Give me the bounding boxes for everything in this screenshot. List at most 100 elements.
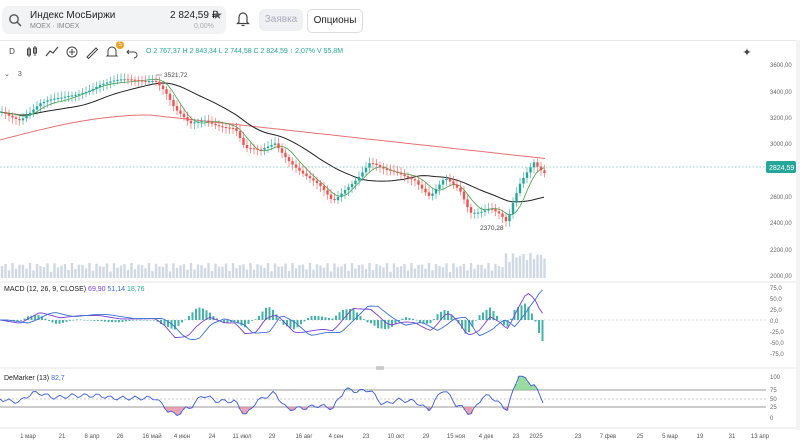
favorite-star-icon[interactable]: ★ xyxy=(212,8,223,22)
volume-bar xyxy=(294,268,298,278)
candle-body xyxy=(70,95,74,97)
price-axis-label: 2000,00 xyxy=(770,274,792,280)
candle-body xyxy=(357,176,361,181)
macd-hist-bar xyxy=(443,309,446,320)
candle-body xyxy=(375,163,378,166)
volume-bar xyxy=(126,269,130,278)
macd-hist-bar xyxy=(275,314,278,320)
candle-body xyxy=(81,93,84,95)
volume-bar xyxy=(417,264,420,278)
demarker-oversold-fill xyxy=(178,407,182,415)
macd-hist-bar xyxy=(405,317,407,320)
macd-hist-bar xyxy=(184,319,187,321)
candle-body xyxy=(417,180,420,185)
demarker-axis-label: 0 xyxy=(770,416,774,422)
candle-body xyxy=(151,80,154,82)
macd-hist-bar xyxy=(457,320,460,324)
candle-body xyxy=(396,171,399,173)
candle-body xyxy=(354,180,357,185)
demarker-axis-label: 75 xyxy=(770,388,777,394)
candle-body xyxy=(263,148,266,150)
undo-icon[interactable] xyxy=(124,44,140,60)
candle-body xyxy=(140,80,144,82)
macd-hist-bar xyxy=(289,320,292,328)
macd-hist-bar xyxy=(461,320,463,329)
candle-body xyxy=(280,148,284,153)
volume-bar xyxy=(326,263,329,278)
candle-body xyxy=(161,85,165,90)
chart-type-icon[interactable] xyxy=(24,44,40,60)
candle-body xyxy=(256,148,259,150)
collapse-indicators-toggle[interactable]: ⌄ 3 xyxy=(4,70,22,78)
volume-bar xyxy=(536,254,539,278)
time-axis-label: 16 май xyxy=(142,433,161,440)
price-axis-label: 2200,00 xyxy=(770,248,792,254)
volume-bar xyxy=(336,266,340,278)
macd-hist-bar xyxy=(510,318,512,320)
macd-hist-bar xyxy=(167,320,169,327)
instrument-ticker: MOEX · IMOEX xyxy=(30,23,80,30)
volume-bar xyxy=(501,267,504,278)
volume-bar xyxy=(228,271,231,278)
volume-bar xyxy=(298,265,301,278)
candle-body xyxy=(305,173,308,177)
candle-body xyxy=(203,120,207,122)
candle-body xyxy=(228,127,231,129)
candle-body xyxy=(406,176,410,178)
candle-body xyxy=(88,90,91,93)
candle-body xyxy=(14,117,18,119)
macd-hist-bar xyxy=(464,320,467,334)
macd-hist-bar xyxy=(489,307,491,320)
ai-sparkle-icon[interactable]: ✦ xyxy=(742,47,752,59)
order-button[interactable]: Заявка xyxy=(259,9,303,31)
candle-body xyxy=(126,79,130,81)
vertical-scrollbar[interactable] xyxy=(796,40,800,430)
timeframe-button[interactable]: D xyxy=(9,47,15,56)
macd-hist-bar xyxy=(0,320,1,321)
high-annotation: 3521,72 xyxy=(164,72,188,79)
options-button[interactable]: Опционы xyxy=(307,9,363,33)
search-icon xyxy=(9,14,22,27)
indicators-icon[interactable] xyxy=(44,44,60,60)
candle-body xyxy=(231,127,235,129)
volume-bar xyxy=(168,271,172,278)
candle-body xyxy=(329,194,333,199)
drawing-tools-icon[interactable] xyxy=(84,44,100,60)
volume-bar xyxy=(119,265,123,278)
demarker-oversold-fill xyxy=(187,407,191,409)
demarker-label: DeMarker (13) xyxy=(4,375,50,382)
macd-hist-bar xyxy=(247,320,250,324)
volume-bar xyxy=(452,263,455,278)
volume-bar xyxy=(210,271,214,278)
volume-bar xyxy=(378,265,382,278)
demarker-oversold-fill xyxy=(169,407,173,412)
macd-hist-bar xyxy=(223,320,225,324)
alerts-icon[interactable] xyxy=(104,44,120,60)
macd-hist-bar xyxy=(27,316,29,320)
volume-bar xyxy=(343,263,347,278)
volume-bar xyxy=(70,263,74,278)
compare-icon[interactable] xyxy=(64,44,80,60)
macd-hist-bar xyxy=(279,320,281,321)
volume-bar xyxy=(49,271,53,278)
macd-hist-bar xyxy=(254,319,257,320)
candle-body xyxy=(60,97,63,99)
volume-bar xyxy=(476,264,480,278)
candle-body xyxy=(123,79,126,81)
volume-bar xyxy=(165,263,168,278)
macd-axis-label: 0,0 xyxy=(770,319,779,325)
bell-icon[interactable] xyxy=(236,11,250,27)
macd-hist-bar xyxy=(492,311,495,320)
time-axis-label: 29 xyxy=(423,434,430,440)
candle-body xyxy=(413,179,417,181)
volume-bar xyxy=(123,264,126,278)
volume-bar xyxy=(245,269,249,278)
candle-body xyxy=(445,178,448,181)
candle-body xyxy=(25,115,28,119)
candle-body xyxy=(473,212,476,214)
instrument-selector[interactable]: Индекс МосБиржи MOEX · IMOEX 2 824,59 ₽ … xyxy=(2,6,226,34)
pane-resize-handle[interactable] xyxy=(376,366,384,370)
candle-body xyxy=(319,183,322,187)
candle-body xyxy=(333,198,336,201)
